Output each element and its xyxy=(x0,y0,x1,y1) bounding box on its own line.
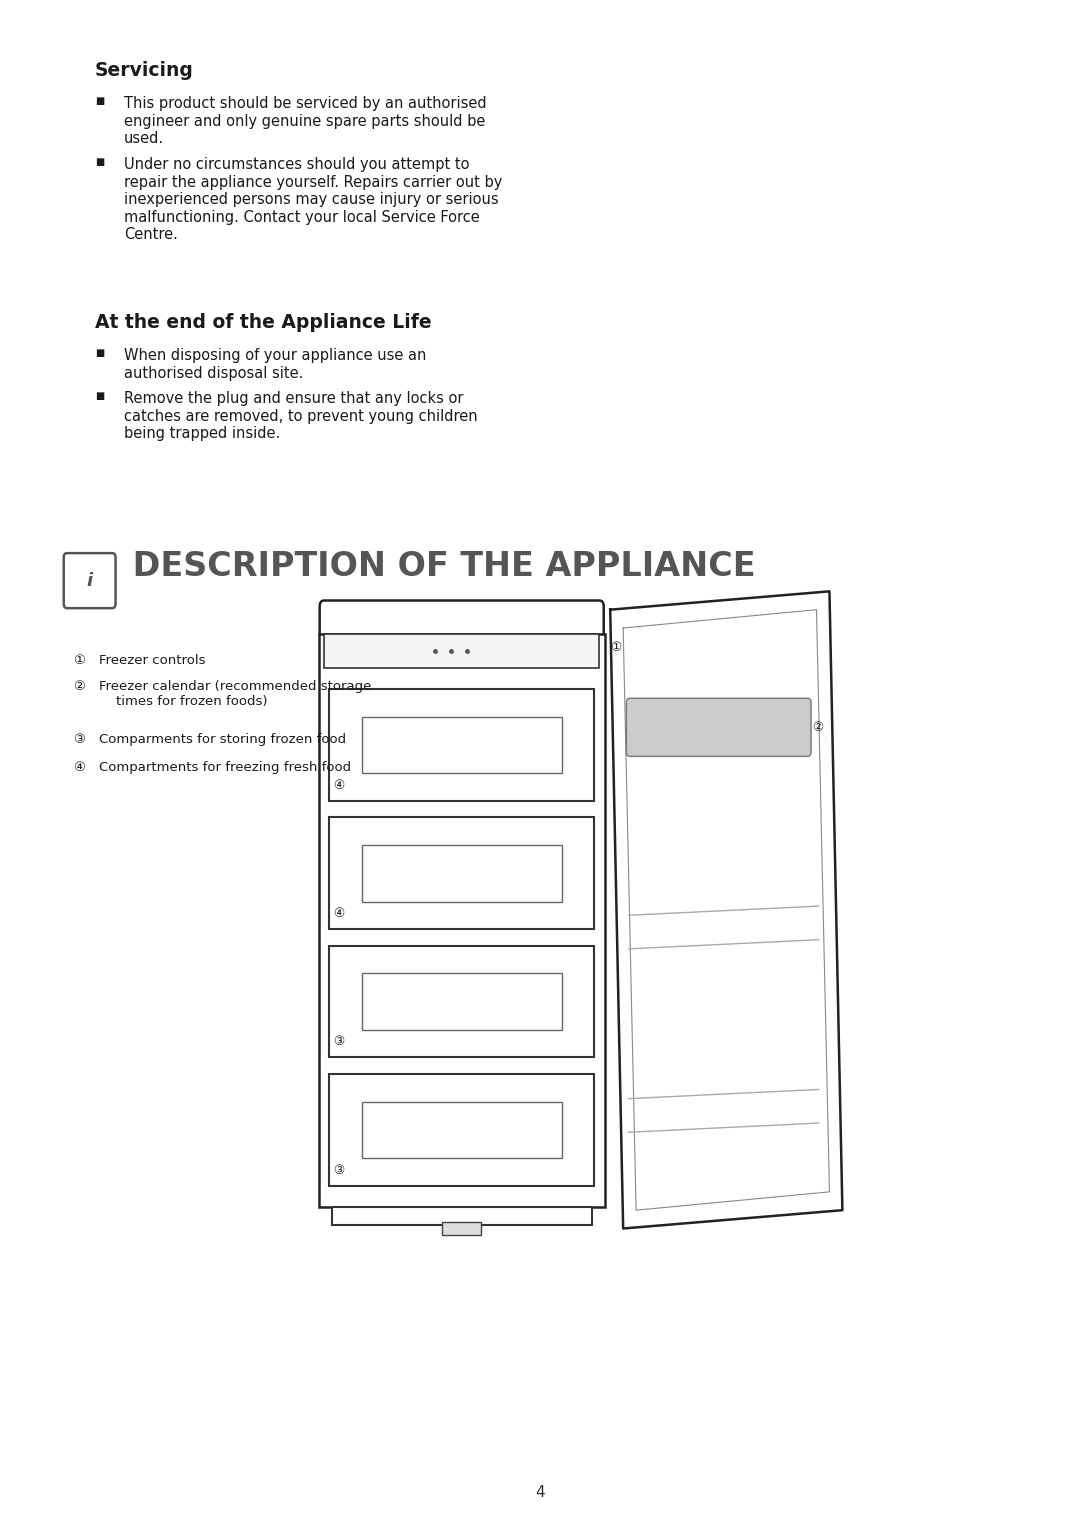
Text: DESCRIPTION OF THE APPLIANCE: DESCRIPTION OF THE APPLIANCE xyxy=(121,550,756,584)
Bar xyxy=(324,634,599,668)
Bar xyxy=(362,845,562,902)
Text: Freezer controls: Freezer controls xyxy=(99,654,206,668)
Text: ③: ③ xyxy=(333,1163,343,1177)
Bar xyxy=(332,1207,592,1225)
Text: ④: ④ xyxy=(333,906,343,920)
Text: Servicing: Servicing xyxy=(95,61,194,79)
Text: ①: ① xyxy=(610,642,621,654)
Text: ③: ③ xyxy=(73,733,85,747)
Polygon shape xyxy=(610,591,842,1229)
Bar xyxy=(329,689,594,801)
FancyBboxPatch shape xyxy=(320,601,604,640)
Text: Compartments for freezing fresh food: Compartments for freezing fresh food xyxy=(99,761,351,775)
Text: ②: ② xyxy=(73,680,85,694)
Text: ③: ③ xyxy=(333,1034,343,1048)
Text: i: i xyxy=(86,571,93,590)
Bar xyxy=(362,717,562,773)
Bar xyxy=(329,817,594,929)
Text: ④: ④ xyxy=(73,761,85,775)
Bar xyxy=(319,634,605,1207)
Bar xyxy=(362,1102,562,1158)
Text: Under no circumstances should you attempt to
repair the appliance yourself. Repa: Under no circumstances should you attemp… xyxy=(124,157,502,241)
Bar xyxy=(329,1074,594,1186)
Text: Freezer calendar (recommended storage
    times for frozen foods): Freezer calendar (recommended storage ti… xyxy=(99,680,372,707)
FancyBboxPatch shape xyxy=(64,553,116,608)
Text: When disposing of your appliance use an
authorised disposal site.: When disposing of your appliance use an … xyxy=(124,348,427,380)
Text: 4: 4 xyxy=(536,1485,544,1500)
Text: ■: ■ xyxy=(95,391,105,402)
Text: ②: ② xyxy=(812,721,823,733)
Text: Remove the plug and ensure that any locks or
catches are removed, to prevent you: Remove the plug and ensure that any lock… xyxy=(124,391,477,442)
Text: Comparments for storing frozen food: Comparments for storing frozen food xyxy=(99,733,347,747)
Text: ④: ④ xyxy=(333,778,343,792)
Text: This product should be serviced by an authorised
engineer and only genuine spare: This product should be serviced by an au… xyxy=(124,96,487,147)
Text: ①: ① xyxy=(73,654,85,668)
Text: At the end of the Appliance Life: At the end of the Appliance Life xyxy=(95,313,432,332)
Bar xyxy=(329,946,594,1057)
Text: ■: ■ xyxy=(95,157,105,168)
Text: ■: ■ xyxy=(95,96,105,107)
Text: ■: ■ xyxy=(95,348,105,359)
FancyBboxPatch shape xyxy=(626,698,811,756)
Bar xyxy=(443,1222,482,1235)
Bar xyxy=(362,973,562,1030)
